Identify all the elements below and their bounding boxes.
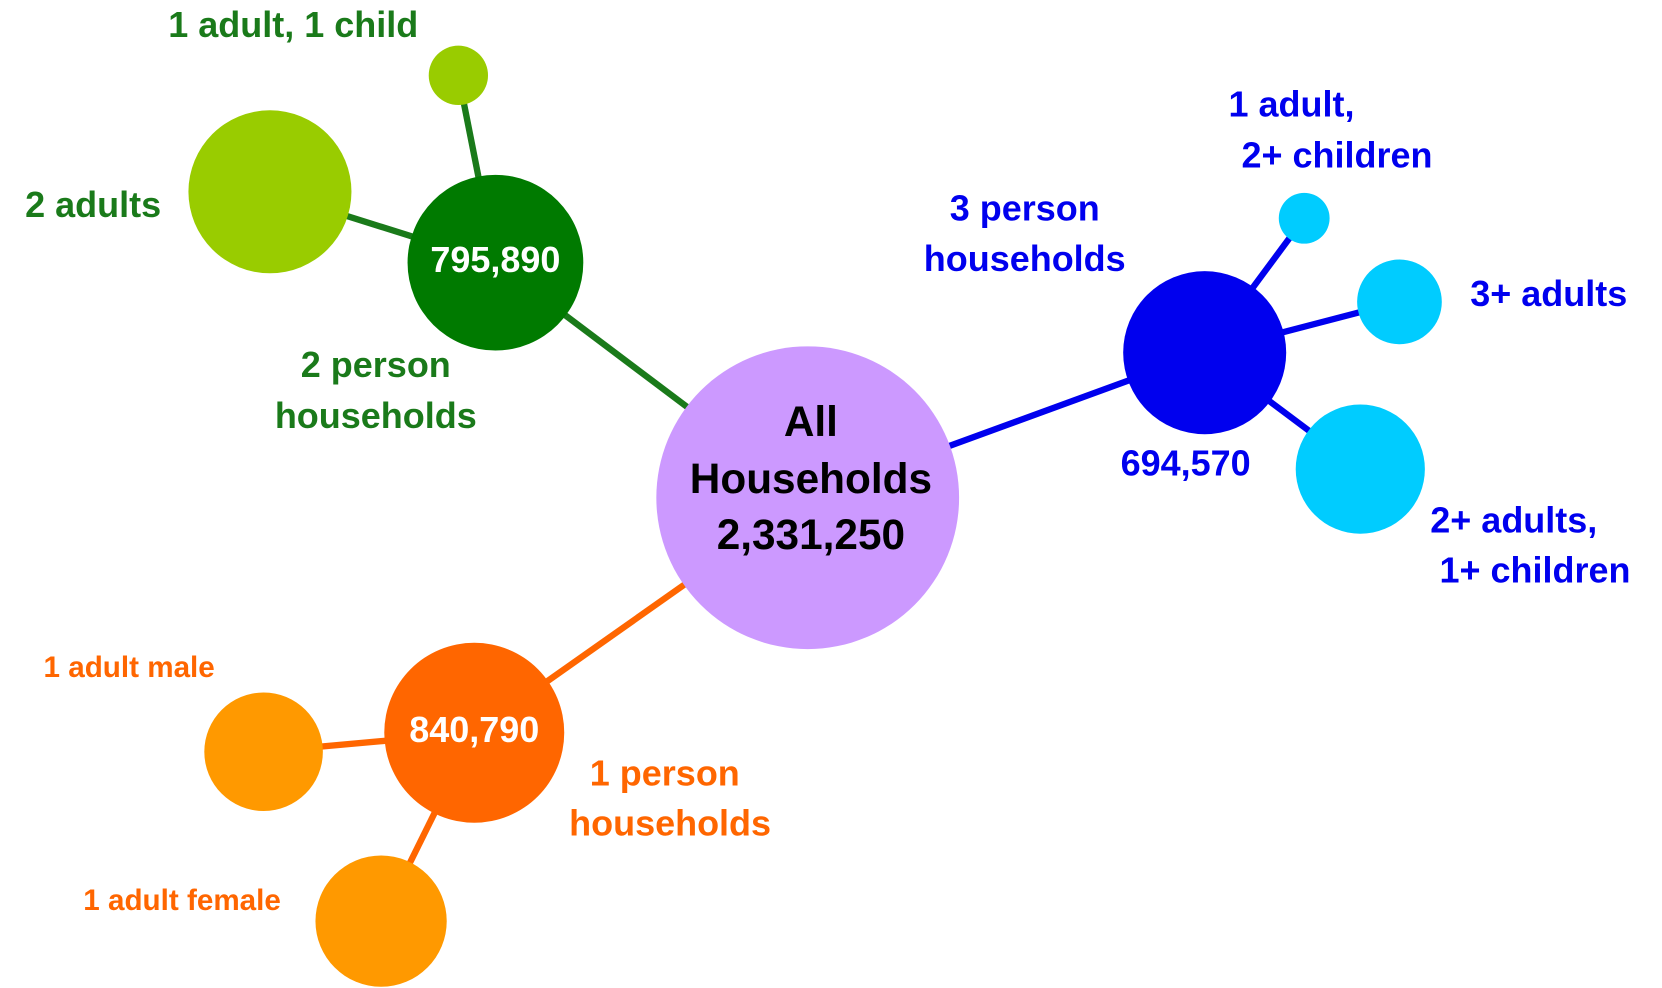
child-label: 1 adult male [44, 651, 215, 684]
center-value: 2,331,250 [717, 511, 905, 558]
group-value: 840,790 [409, 709, 539, 750]
group-label: 3 person [950, 187, 1100, 228]
child-label: 2+ children [1242, 134, 1433, 175]
child-label: 1 adult female [83, 884, 281, 917]
child-node [1278, 192, 1330, 244]
group-node [384, 642, 565, 823]
group-label: households [924, 238, 1126, 279]
child-node [1295, 404, 1425, 534]
center-node [656, 346, 960, 650]
group-label: 1 person [590, 753, 740, 794]
group-node [1123, 271, 1287, 435]
child-label: 2 adults [25, 184, 161, 225]
child-label: 2+ adults, [1430, 500, 1597, 541]
center-label: Households [690, 455, 932, 502]
child-node [1357, 259, 1442, 345]
child-node [315, 855, 447, 987]
child-label: 1 adult, [1229, 84, 1355, 125]
center-label: All [784, 398, 838, 445]
group-node [407, 174, 584, 351]
group-value: 694,570 [1121, 442, 1251, 483]
child-label: 1 adult, 1 child [168, 4, 418, 45]
child-node [204, 692, 323, 812]
group-value: 795,890 [430, 239, 560, 280]
child-node [188, 110, 352, 274]
child-label: 1+ children [1439, 549, 1630, 590]
child-node [428, 45, 489, 105]
child-label: 3+ adults [1470, 273, 1627, 314]
group-label: households [569, 802, 771, 843]
group-label: households [275, 395, 477, 436]
group-label: 2 person [301, 344, 451, 385]
